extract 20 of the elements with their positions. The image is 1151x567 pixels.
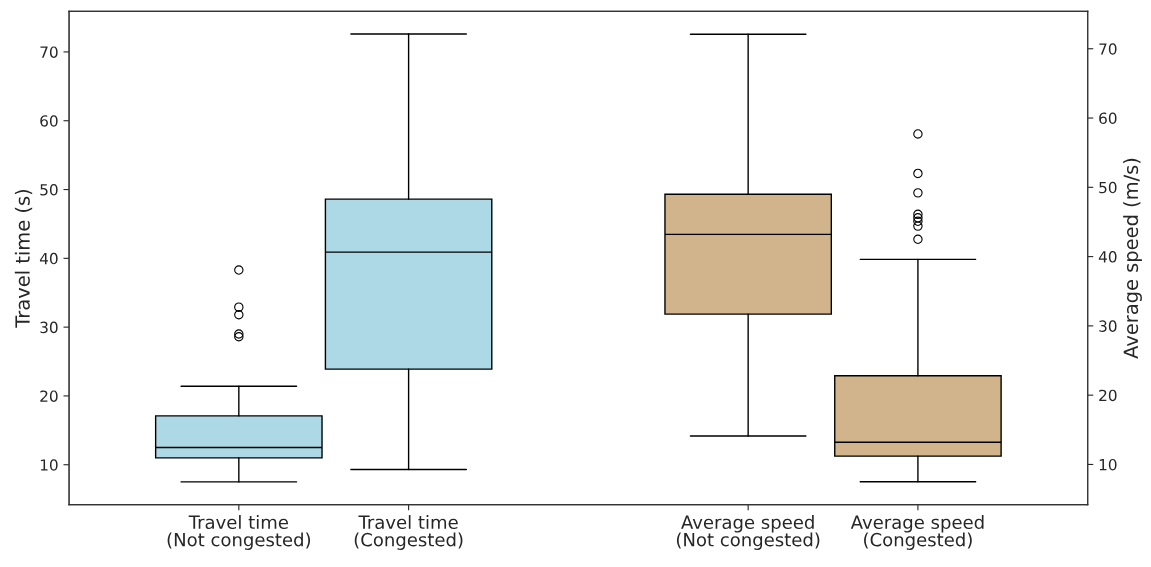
- y2-tick-label: 40: [1098, 251, 1117, 263]
- y-tick-label: 10: [40, 459, 58, 471]
- y-tick-label: 20: [40, 390, 58, 402]
- x-tick-label: Travel time (Congested): [354, 515, 463, 550]
- y2-tick-label: 30: [1099, 320, 1117, 332]
- y-axis-title: Travel time (s): [14, 189, 33, 328]
- y2-tick-label: 60: [1099, 112, 1117, 125]
- y2-tick-label: 20: [1099, 389, 1117, 402]
- y-tick-label: 70: [40, 46, 58, 58]
- y2-tick-label: 50: [1099, 181, 1117, 194]
- x-tick-label: Travel time (Not congested): [167, 515, 311, 550]
- x-tick-label: Average speed (Congested): [850, 515, 984, 550]
- y2-tick-label: 10: [1099, 458, 1117, 471]
- x-tick-label: Average speed (Not congested): [676, 515, 820, 550]
- y-tick-label: 30: [40, 321, 58, 334]
- y2-tick-label: 70: [1099, 43, 1117, 55]
- y-tick-label: 40: [39, 252, 58, 265]
- y-tick-label: 60: [40, 115, 58, 127]
- y-tick-label: 50: [40, 184, 58, 196]
- y2-axis-title: Average speed (m/s): [1123, 158, 1142, 359]
